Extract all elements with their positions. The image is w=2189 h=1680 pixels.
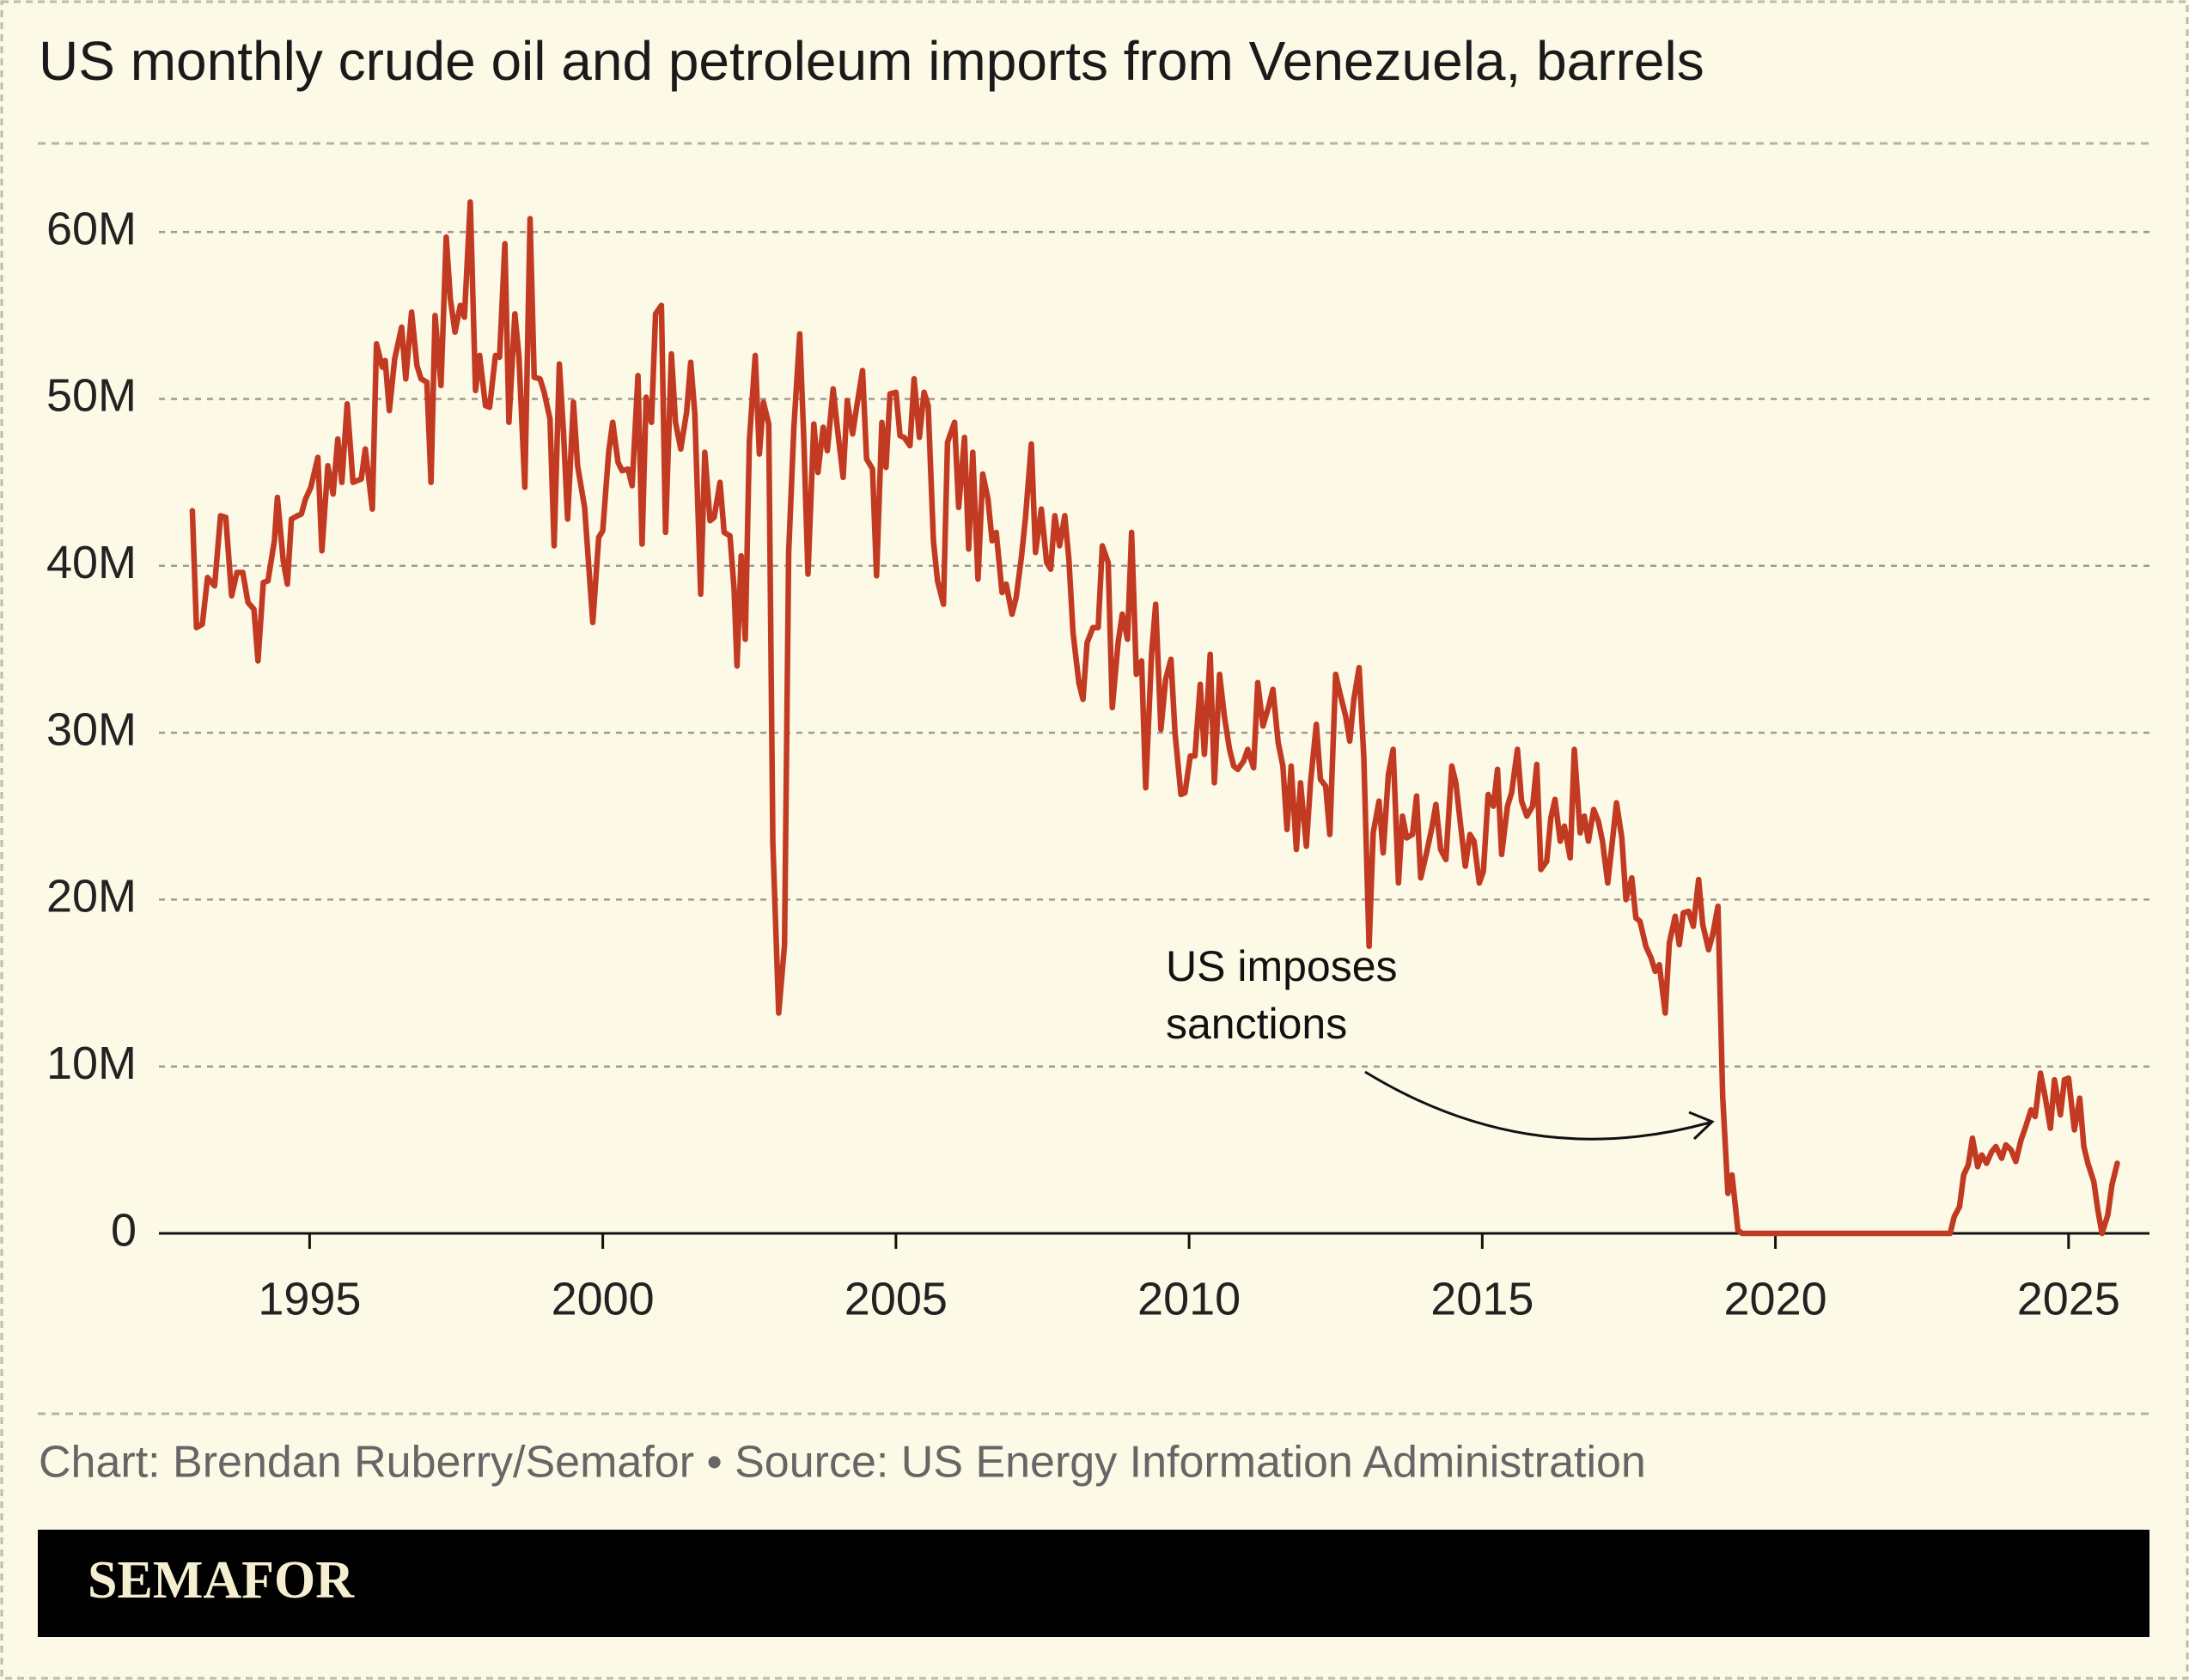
brand-bar	[38, 1530, 2149, 1637]
x-tick-label: 1995	[258, 1273, 361, 1324]
annotation: sanctions	[1166, 1000, 1347, 1048]
plot: 0 10M 20M 30M 40M 50M 60M 1995 2000 2005 2010 2015 2…	[46, 198, 2149, 1324]
annotation-arrow	[1364, 1070, 1710, 1141]
x-tick-label: 2000	[552, 1273, 655, 1324]
x-tick-label: 2015	[1430, 1273, 1534, 1324]
y-tick-label: 10M	[46, 1038, 137, 1089]
y-tick-label: 50M	[46, 370, 137, 422]
x-tick-label: 2020	[1724, 1273, 1827, 1324]
arrow-head	[1688, 1111, 1715, 1141]
y-tick-label: 20M	[46, 871, 137, 922]
y-tick-label: 0	[111, 1204, 137, 1256]
x-tick-label: 2025	[2017, 1273, 2120, 1324]
y-tick-label: 30M	[46, 703, 137, 755]
y-tick-label: 60M	[46, 203, 137, 254]
y-tick-label: 40M	[46, 537, 137, 588]
annotation: US imposes	[1166, 942, 1398, 990]
data-line	[189, 198, 2120, 1237]
x-tick-label: 2005	[845, 1273, 948, 1324]
chart-title: US monthly crude oil and petroleum impor…	[39, 30, 1704, 92]
x-tick-label: 2010	[1137, 1273, 1241, 1324]
brand: SEMAFOR	[88, 1551, 355, 1610]
source: Chart: Brendan Ruberry/Semafor • Source:…	[39, 1438, 1646, 1488]
